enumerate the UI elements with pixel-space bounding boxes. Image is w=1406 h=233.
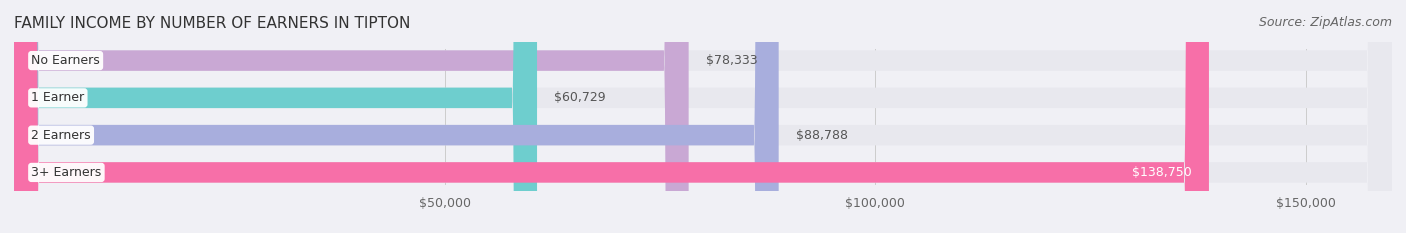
Text: FAMILY INCOME BY NUMBER OF EARNERS IN TIPTON: FAMILY INCOME BY NUMBER OF EARNERS IN TI… [14,16,411,31]
FancyBboxPatch shape [14,0,1209,233]
Text: $88,788: $88,788 [796,129,848,142]
Text: $78,333: $78,333 [706,54,758,67]
Text: $60,729: $60,729 [554,91,606,104]
Text: $138,750: $138,750 [1132,166,1192,179]
Text: No Earners: No Earners [31,54,100,67]
FancyBboxPatch shape [14,0,537,233]
FancyBboxPatch shape [14,0,1392,233]
FancyBboxPatch shape [14,0,1392,233]
FancyBboxPatch shape [14,0,689,233]
Text: Source: ZipAtlas.com: Source: ZipAtlas.com [1258,16,1392,29]
Text: 3+ Earners: 3+ Earners [31,166,101,179]
FancyBboxPatch shape [14,0,1392,233]
Text: 2 Earners: 2 Earners [31,129,91,142]
Text: 1 Earner: 1 Earner [31,91,84,104]
FancyBboxPatch shape [14,0,1392,233]
FancyBboxPatch shape [14,0,779,233]
